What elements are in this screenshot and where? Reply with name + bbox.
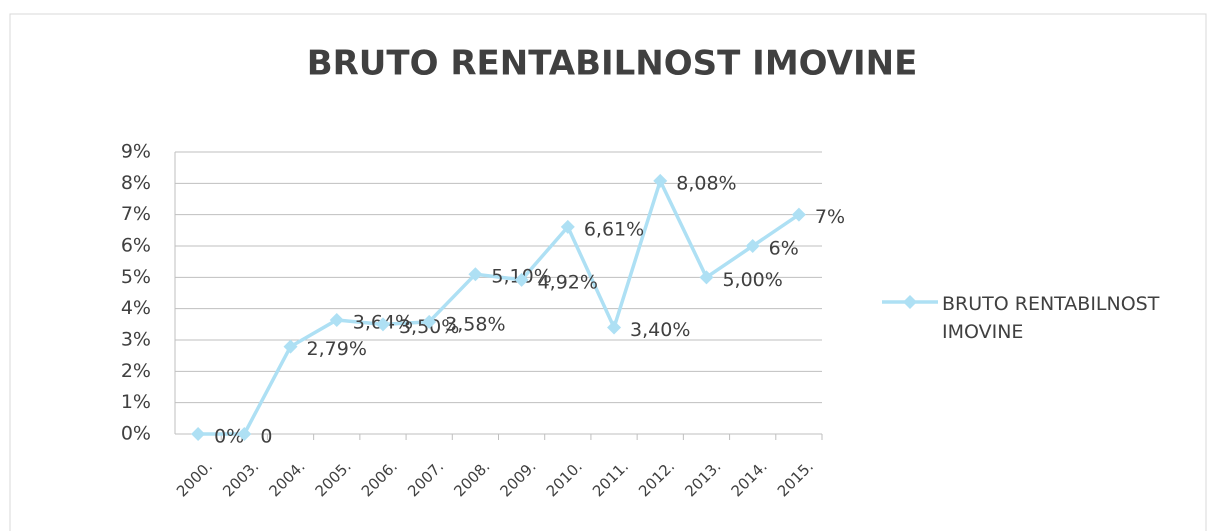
y-tick-label: 8% (121, 172, 151, 194)
data-point (237, 427, 252, 441)
data-point (375, 317, 390, 332)
x-tick-label: 2008. (450, 457, 493, 500)
data-label: 8,08% (676, 172, 736, 194)
data-point (422, 314, 437, 329)
data-point (329, 312, 344, 327)
data-label: 3,40% (630, 319, 690, 341)
data-label: 0 (260, 426, 272, 448)
x-tick-label: 2006. (358, 457, 401, 500)
y-tick-label: 6% (121, 235, 151, 257)
y-tick-label: 3% (121, 329, 151, 351)
legend-marker (903, 295, 917, 309)
x-tick-label: 2014. (728, 457, 771, 500)
data-label: 7% (815, 206, 845, 228)
data-point (791, 207, 806, 222)
chart-frame (9, 13, 1207, 531)
x-tick-label: 2012. (635, 457, 678, 500)
data-point (468, 267, 483, 282)
data-label: 0% (214, 426, 244, 448)
x-tick-label: 2003. (219, 457, 262, 500)
x-tick-label: 2009. (497, 457, 540, 500)
data-label: 4,92% (538, 271, 598, 293)
data-point (283, 339, 298, 354)
x-tick-label: 2010. (543, 457, 586, 500)
data-point (191, 427, 206, 441)
chart-title: BRUTO RENTABILNOST IMOVINE (307, 44, 918, 84)
x-tick-label: 2011. (589, 457, 632, 500)
data-line (198, 179, 800, 436)
data-label: 6% (769, 238, 799, 260)
x-tick-label: 2013. (681, 457, 724, 500)
y-tick-label: 2% (121, 360, 151, 382)
x-tick-label: 2004. (265, 457, 308, 500)
data-label: 6,61% (584, 218, 644, 240)
x-tick-label: 2005. (312, 457, 355, 500)
x-tick-label: 2015. (774, 457, 817, 500)
data-point (560, 219, 575, 234)
data-point (653, 173, 668, 188)
y-tick-label: 5% (121, 266, 151, 288)
y-tick-label: 7% (121, 203, 151, 225)
x-tick-label: 2007. (404, 457, 447, 500)
data-point (514, 272, 529, 287)
data-point (607, 320, 622, 335)
data-point (745, 239, 760, 253)
y-tick-label: 1% (121, 391, 151, 413)
data-point (699, 270, 714, 285)
x-tick-label: 2000. (173, 457, 216, 500)
y-tick-label: 9% (121, 141, 151, 163)
legend-label: BRUTO RENTABILNOST IMOVINE (942, 293, 1160, 343)
data-label: 3,58% (445, 313, 505, 335)
y-tick-label: 4% (121, 297, 151, 319)
y-tick-label: 0% (121, 423, 151, 445)
data-label: 5,00% (722, 269, 782, 291)
data-label: 2,79% (307, 338, 367, 360)
